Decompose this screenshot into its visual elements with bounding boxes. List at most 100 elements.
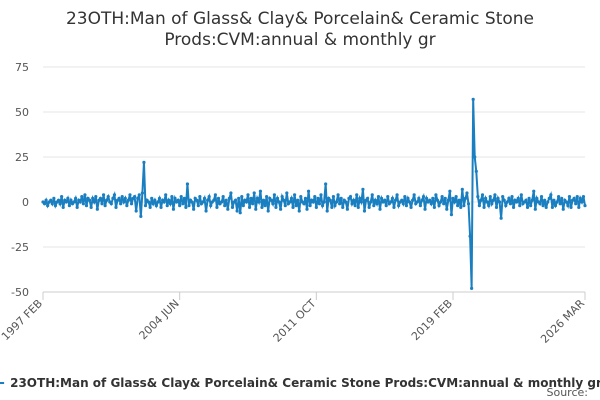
data-point — [120, 195, 124, 199]
data-point — [126, 198, 131, 202]
data-point — [67, 204, 72, 208]
data-point — [373, 198, 377, 202]
data-point — [446, 198, 450, 202]
data-point — [553, 204, 558, 208]
data-point — [42, 202, 47, 206]
data-point — [103, 204, 107, 208]
data-point — [271, 202, 275, 206]
data-point — [53, 204, 58, 208]
data-point — [491, 198, 495, 202]
data-point — [525, 205, 530, 209]
data-point — [502, 198, 506, 202]
data-point — [285, 191, 289, 195]
data-point — [164, 193, 168, 197]
data-point — [112, 193, 117, 197]
data-point — [171, 207, 176, 211]
data-point — [369, 200, 373, 204]
data-point — [148, 205, 152, 209]
data-point — [173, 196, 177, 200]
data-point — [95, 207, 99, 211]
data-point — [320, 204, 325, 208]
data-point — [154, 204, 158, 208]
data-point — [87, 198, 92, 202]
data-point — [546, 200, 550, 204]
data-point — [338, 202, 342, 206]
data-point — [257, 200, 261, 204]
legend-label: 23OTH:Man of Glass& Clay& Porcelain& Cer… — [10, 376, 600, 390]
data-point — [511, 205, 516, 209]
data-point — [429, 202, 433, 206]
data-point — [333, 204, 337, 208]
y-tick-label: -50 — [11, 286, 29, 299]
data-point — [274, 205, 278, 209]
data-point — [432, 205, 436, 209]
data-point — [451, 196, 455, 200]
data-point — [308, 204, 312, 208]
data-point — [303, 196, 308, 200]
data-point — [83, 193, 87, 197]
data-point — [362, 209, 367, 213]
data-point — [423, 207, 427, 211]
data-point — [353, 204, 357, 208]
data-point — [306, 189, 311, 193]
data-point — [541, 204, 545, 208]
data-point — [407, 200, 412, 204]
data-point — [219, 200, 224, 204]
data-point — [275, 196, 280, 200]
data-point — [265, 195, 269, 199]
data-point — [129, 202, 134, 206]
data-point — [44, 198, 48, 202]
data-point — [299, 195, 303, 199]
data-point — [496, 196, 500, 200]
data-point — [479, 198, 483, 202]
data-point — [379, 196, 384, 200]
data-point — [359, 200, 363, 204]
data-point — [247, 205, 252, 209]
data-point — [260, 205, 264, 209]
data-point — [376, 195, 381, 199]
data-point — [184, 205, 188, 209]
data-point — [302, 202, 306, 206]
data-point — [370, 193, 374, 197]
data-point — [577, 205, 581, 209]
data-point — [246, 193, 250, 197]
data-point — [365, 196, 370, 200]
data-point — [452, 200, 457, 204]
data-point — [471, 97, 475, 101]
data-point — [269, 198, 273, 202]
data-point — [468, 234, 472, 238]
data-point — [266, 209, 270, 213]
data-point — [510, 195, 514, 199]
data-point — [123, 196, 127, 200]
data-point — [535, 196, 539, 200]
data-point — [100, 202, 104, 206]
data-point — [89, 205, 93, 209]
data-point — [367, 205, 371, 209]
data-point — [325, 209, 329, 213]
data-point — [255, 196, 259, 200]
data-point — [179, 195, 183, 199]
data-point — [133, 195, 137, 199]
data-point — [227, 196, 231, 200]
data-point — [294, 204, 298, 208]
data-point — [272, 193, 276, 197]
data-point — [516, 196, 520, 200]
data-point — [372, 204, 376, 208]
data-point — [460, 187, 464, 191]
data-point — [254, 207, 258, 211]
data-point — [72, 200, 76, 204]
data-point — [237, 196, 241, 200]
data-point — [156, 200, 160, 204]
data-point — [401, 202, 405, 206]
data-point — [84, 204, 89, 208]
data-point — [543, 198, 547, 202]
data-point — [564, 200, 568, 204]
data-point — [198, 195, 202, 199]
data-point — [459, 205, 463, 209]
data-point — [575, 195, 579, 199]
data-point — [291, 205, 295, 209]
data-point — [437, 204, 441, 208]
data-point — [190, 200, 194, 204]
data-point — [134, 209, 138, 213]
data-point — [504, 204, 508, 208]
